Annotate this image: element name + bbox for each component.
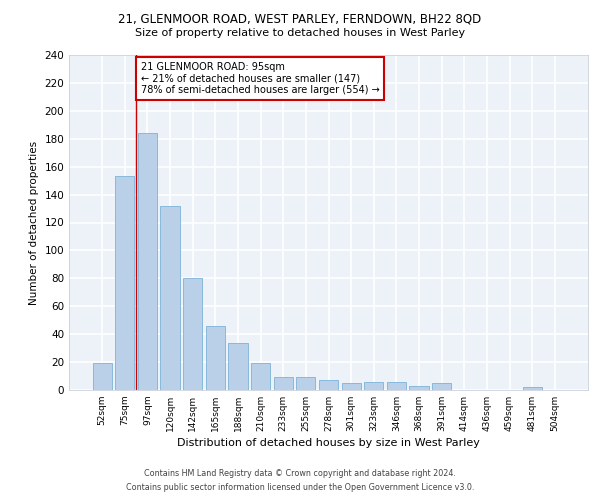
Bar: [319, 380, 338, 390]
Bar: [432, 383, 451, 390]
Bar: [115, 176, 134, 390]
Bar: [387, 382, 406, 390]
Bar: [160, 206, 180, 390]
Bar: [409, 386, 428, 390]
Bar: [251, 364, 270, 390]
Bar: [206, 326, 225, 390]
Text: 21, GLENMOOR ROAD, WEST PARLEY, FERNDOWN, BH22 8QD: 21, GLENMOOR ROAD, WEST PARLEY, FERNDOWN…: [118, 12, 482, 26]
Bar: [274, 378, 293, 390]
X-axis label: Distribution of detached houses by size in West Parley: Distribution of detached houses by size …: [177, 438, 480, 448]
Y-axis label: Number of detached properties: Number of detached properties: [29, 140, 39, 304]
Text: Contains public sector information licensed under the Open Government Licence v3: Contains public sector information licen…: [126, 484, 474, 492]
Bar: [523, 387, 542, 390]
Bar: [364, 382, 383, 390]
Text: 21 GLENMOOR ROAD: 95sqm
← 21% of detached houses are smaller (147)
78% of semi-d: 21 GLENMOOR ROAD: 95sqm ← 21% of detache…: [140, 62, 379, 95]
Bar: [296, 378, 316, 390]
Bar: [92, 364, 112, 390]
Text: Size of property relative to detached houses in West Parley: Size of property relative to detached ho…: [135, 28, 465, 38]
Text: Contains HM Land Registry data © Crown copyright and database right 2024.: Contains HM Land Registry data © Crown c…: [144, 468, 456, 477]
Bar: [229, 342, 248, 390]
Bar: [138, 133, 157, 390]
Bar: [341, 383, 361, 390]
Bar: [183, 278, 202, 390]
